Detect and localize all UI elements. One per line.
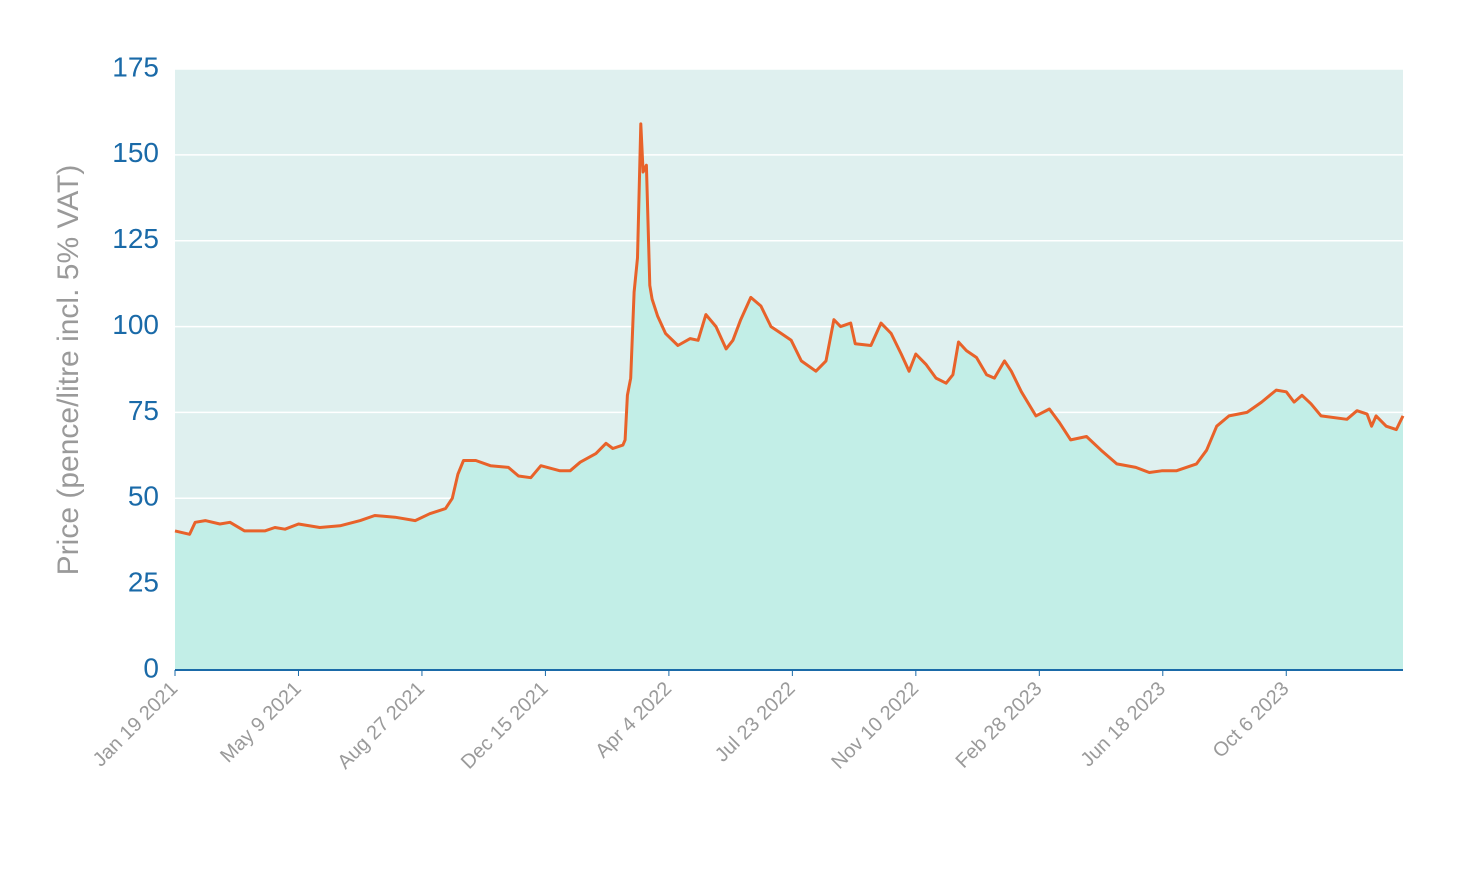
x-tick-label: Jul 23 2022 [711,678,800,767]
x-tick-label: Aug 27 2021 [333,678,429,774]
area [175,123,1403,670]
x-tick-label: Jun 18 2023 [1077,678,1170,771]
y-tick-label: 25 [128,567,159,598]
x-tick-label: Apr 4 2022 [591,678,676,763]
y-tick-label: 75 [128,395,159,426]
y-tick-label: 175 [112,51,159,82]
x-tick-label: Jan 19 2021 [89,678,182,771]
x-tick-label: Nov 10 2022 [827,678,923,774]
y-tick-label: 50 [128,481,159,512]
x-tick-label: May 9 2021 [216,678,305,767]
y-tick-label: 0 [143,652,159,683]
line [174,122,1405,536]
x-tick-label: Feb 28 2023 [952,678,1047,773]
x-tick-label: Oct 6 2023 [1209,678,1294,763]
x-tick-label: Dec 15 2021 [457,678,553,774]
y-tick-label: 125 [112,223,159,254]
y-tick-label: 100 [112,309,159,340]
y-axis-label: Price (pence/litre incl. 5% VAT) [52,165,85,576]
y-tick-label: 150 [112,137,159,168]
